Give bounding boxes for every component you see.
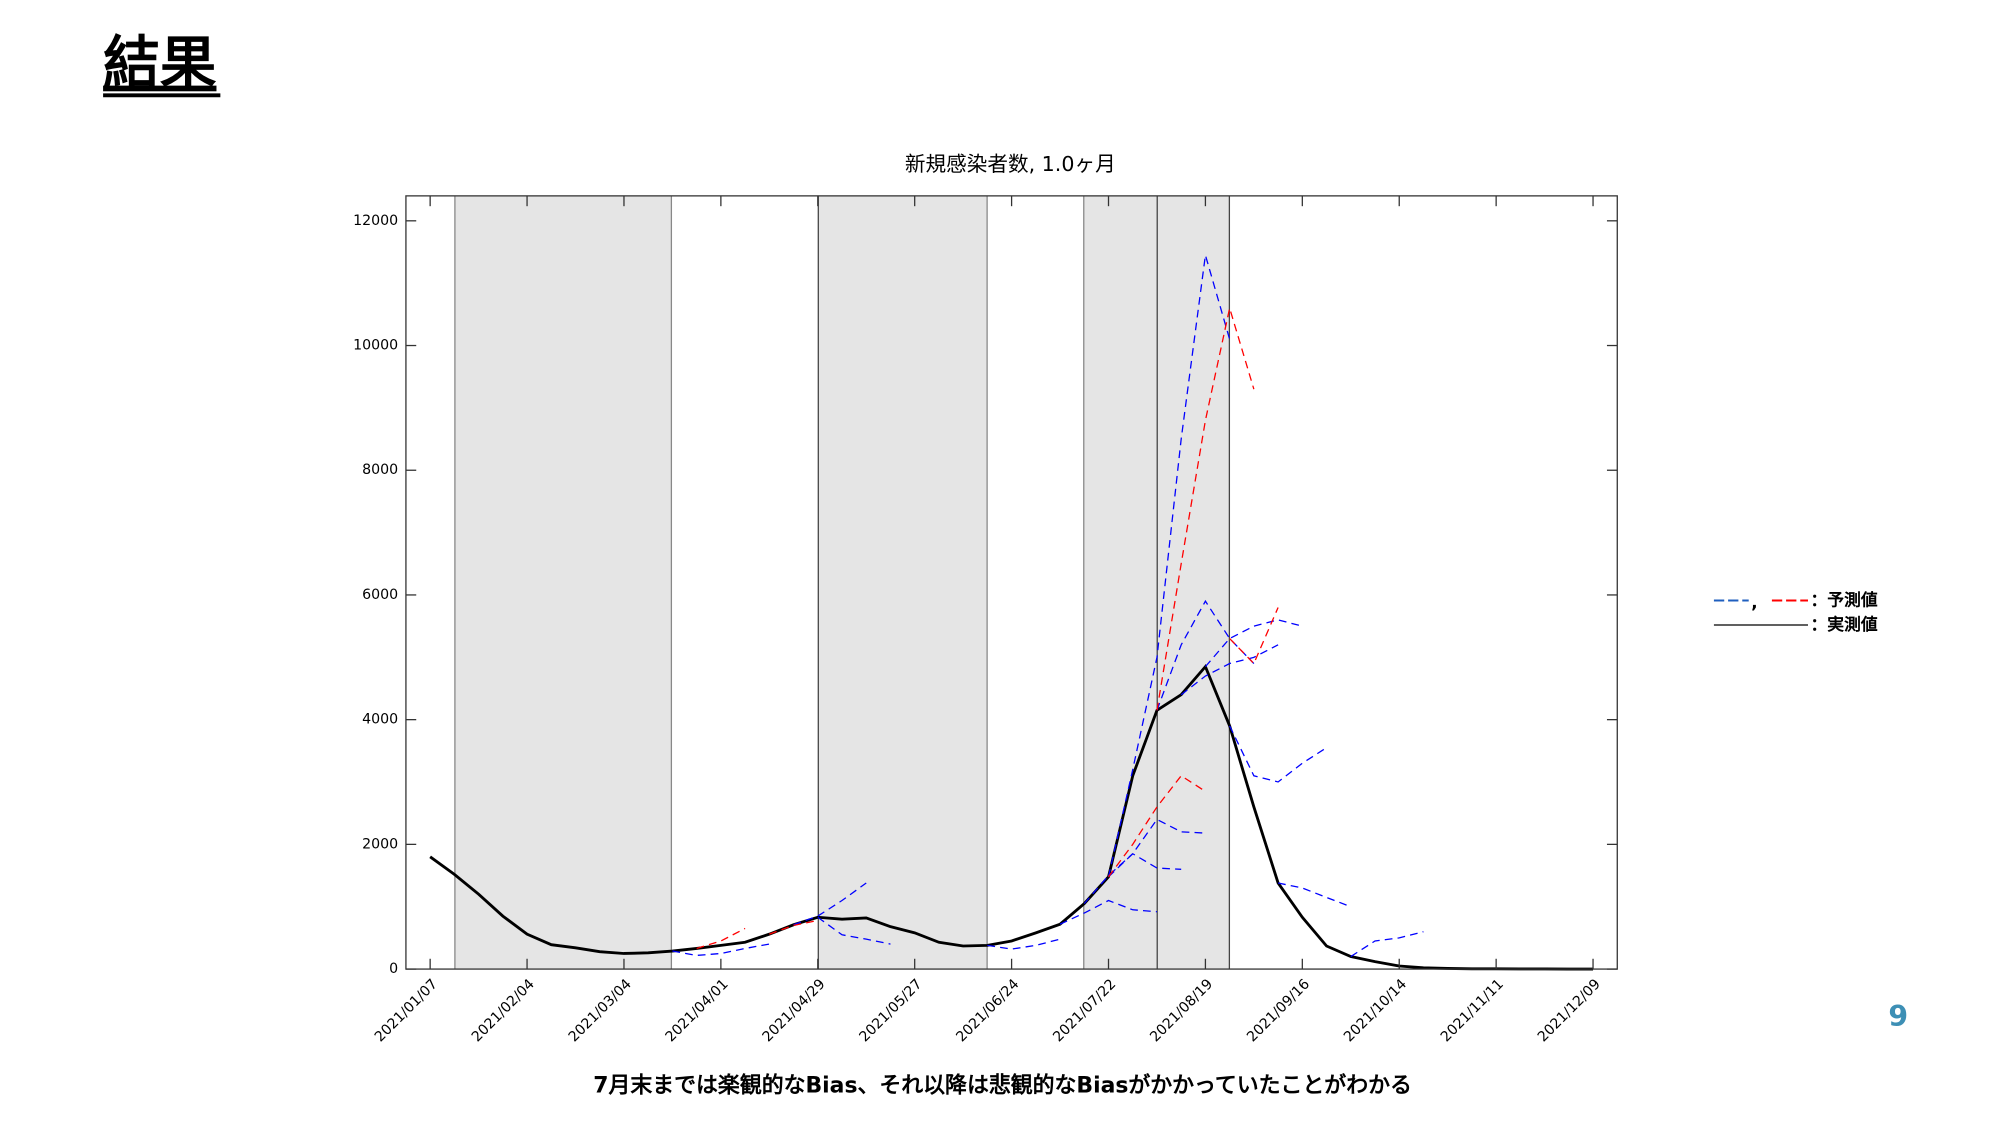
forecast-line [1204, 619, 1303, 668]
x-tick-label: 2021/01/07 [372, 976, 441, 1045]
x-tick-label: 2021/04/29 [760, 976, 829, 1045]
x-tick-label: 2021/09/16 [1244, 976, 1313, 1045]
y-tick-label: 12000 [353, 213, 398, 229]
x-tick-label: 2021/12/09 [1535, 976, 1604, 1045]
y-tick-label: 6000 [362, 587, 398, 603]
slide-title: 結果 [103, 31, 217, 97]
forecast-line [1180, 644, 1279, 696]
x-tick-label: 2021/06/24 [953, 976, 1022, 1045]
forecast-line [793, 882, 867, 926]
x-tick-label: 2021/02/04 [469, 976, 538, 1045]
forecast-line [1059, 899, 1158, 925]
legend-label: ：実測値 [1811, 614, 1878, 634]
forecast-line [1277, 882, 1352, 908]
x-tick-label: 2021/05/27 [856, 976, 925, 1045]
y-tick-label: 2000 [362, 836, 398, 852]
forecast-line [1108, 818, 1206, 878]
legend-separator: , [1751, 592, 1757, 612]
forecast-line [817, 916, 891, 945]
x-tick-label: 2021/11/11 [1438, 976, 1507, 1045]
forecast-line [1350, 931, 1424, 958]
x-tick-label: 2021/10/14 [1341, 976, 1410, 1045]
legend-label: ：予測値 [1811, 590, 1878, 610]
forecast-line [1156, 599, 1255, 711]
y-tick-label: 0 [389, 961, 398, 977]
x-tick-label: 2021/04/01 [663, 976, 732, 1045]
forecast-line [1229, 725, 1327, 783]
legend: , ：予測値 ：実測値 [1713, 590, 1878, 634]
forecast-line [1107, 774, 1206, 878]
chart-title: 新規感染者数, 1.0ヶ月 [905, 152, 1116, 176]
shaded-period [454, 195, 672, 970]
x-tick-label: 2021/03/04 [566, 976, 635, 1045]
x-tick-label: 2021/08/19 [1147, 976, 1216, 1045]
forecast-line [1083, 852, 1182, 905]
x-tick-label: 2021/07/22 [1050, 976, 1119, 1045]
shaded-periods [454, 195, 1231, 970]
y-tick-label: 10000 [353, 338, 398, 354]
forecast-line [672, 943, 770, 957]
shaded-period [818, 195, 988, 970]
y-tick-label: 8000 [362, 462, 398, 478]
forecast-line [769, 919, 818, 935]
forecast-line [1107, 254, 1231, 877]
forecast-line [696, 927, 746, 950]
caption: 7月末までは楽観的なBias、それ以降は悲観的なBiasがかかっていたことがわか… [593, 1072, 1412, 1098]
y-tick-label: 4000 [362, 712, 398, 728]
page-number: 9 [1888, 1000, 1908, 1033]
